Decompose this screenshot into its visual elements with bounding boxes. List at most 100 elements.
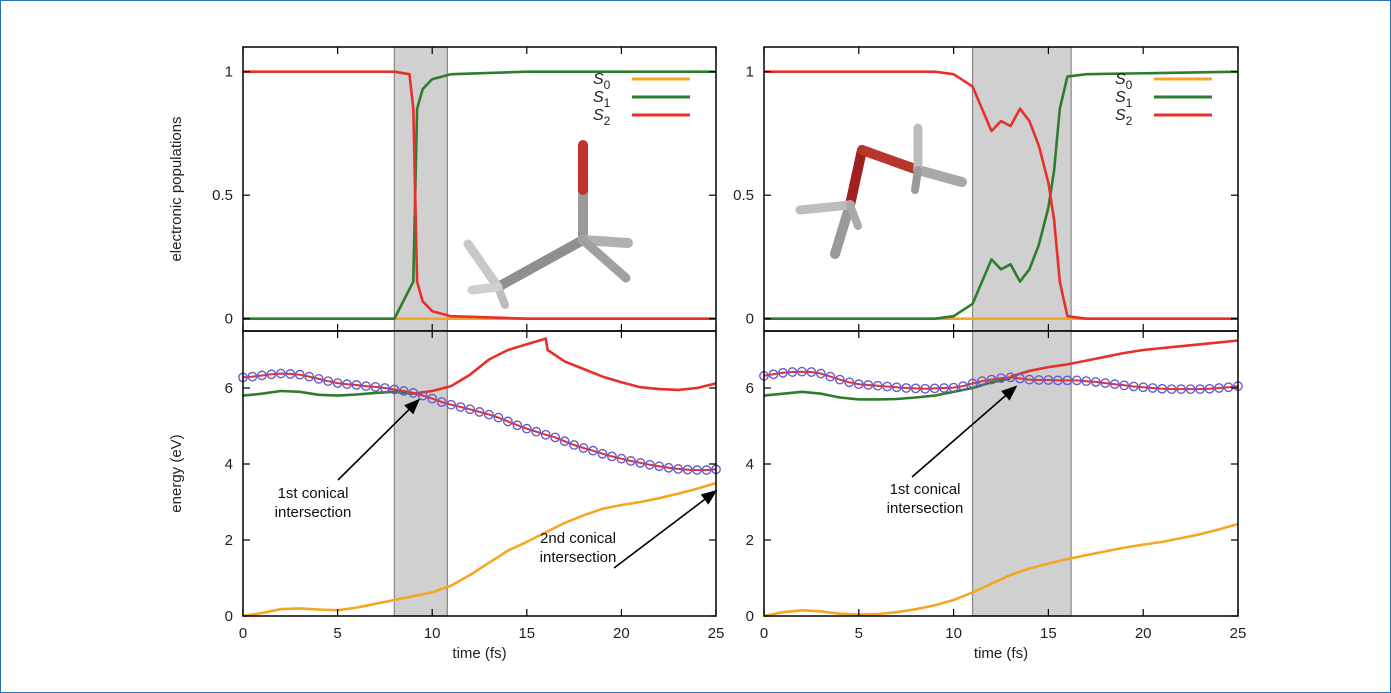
trajectory-point xyxy=(882,381,893,392)
trajectory-point xyxy=(701,465,712,475)
bond-stick xyxy=(845,145,867,210)
trajectory-point xyxy=(948,382,959,393)
bond-stick xyxy=(911,166,922,194)
trajectory-point xyxy=(351,380,362,390)
x-tick-label: 5 xyxy=(333,625,341,642)
y-tick-label: 2 xyxy=(746,532,754,549)
trajectory-point xyxy=(588,445,598,456)
trajectory-point xyxy=(692,465,702,475)
trajectory-point xyxy=(844,377,855,388)
trajectory-point xyxy=(1052,375,1063,386)
trajectory-point xyxy=(644,459,655,470)
bond-stick xyxy=(578,235,631,283)
y-tick-label: 1 xyxy=(225,64,233,81)
trajectory-point xyxy=(673,464,684,474)
y-tick-label: 2 xyxy=(225,532,233,549)
trajectory-point xyxy=(939,383,950,393)
panel-bottom-left: 0 2 4 6 0 5 10 15 20 25 energy (eV) time (fs) xyxy=(168,330,724,662)
trajectory-point xyxy=(540,429,551,440)
x-tick-label: 15 xyxy=(518,625,535,642)
series-S2-line xyxy=(413,337,717,395)
bond-stick xyxy=(857,145,923,175)
trajectory-point xyxy=(266,369,277,380)
bond-stick xyxy=(463,239,503,292)
trajectory-point xyxy=(455,402,466,412)
trajectory-point xyxy=(1195,384,1205,395)
x-tick-label: 20 xyxy=(613,625,630,642)
trajectory-point xyxy=(682,464,693,475)
trajectory-point xyxy=(313,373,324,384)
trajectory-point xyxy=(929,383,940,394)
trajectory-point xyxy=(247,371,258,382)
trajectory-point xyxy=(493,412,504,423)
series-S1-line xyxy=(243,70,716,321)
trajectory-point xyxy=(294,369,305,380)
trajectory-point xyxy=(891,382,902,393)
y-tick-label: 0.5 xyxy=(733,187,754,204)
series-S1-line xyxy=(764,70,1239,321)
trajectory-point xyxy=(1157,383,1168,394)
y-tick-label: 4 xyxy=(225,456,233,473)
trajectory-point xyxy=(654,461,665,472)
plot-frame xyxy=(242,330,717,617)
trajectory-point xyxy=(502,416,513,427)
panel-bottom-right: 0 2 4 6 0 5 10 15 20 25 time (fs) xyxy=(746,330,1247,662)
y-tick-label: 0 xyxy=(746,608,754,625)
trajectory-point xyxy=(285,369,296,379)
trajectory-point xyxy=(1081,376,1092,387)
trajectory-point xyxy=(304,371,315,382)
series-S2-line xyxy=(243,70,716,321)
series-S1-line xyxy=(763,377,1011,401)
y-tick-label: 0 xyxy=(746,311,754,328)
trajectory-point xyxy=(1034,375,1044,385)
trajectory-point xyxy=(398,386,409,396)
trajectory-point xyxy=(370,381,381,392)
x-tick-label: 0 xyxy=(760,625,768,642)
bond-stick xyxy=(830,200,855,259)
trajectory-point xyxy=(436,397,447,407)
bond-stick xyxy=(493,235,588,292)
trajectory-point xyxy=(958,381,968,391)
trajectory-point xyxy=(635,457,646,468)
molecule-left-picture xyxy=(463,140,633,309)
trajectory-point xyxy=(863,380,874,390)
series-S0-line xyxy=(763,522,1239,618)
shaded-interval xyxy=(971,46,1072,332)
trajectory-point xyxy=(977,376,987,387)
bond-stick xyxy=(913,165,967,187)
trajectory-point xyxy=(484,409,494,420)
bond-stick xyxy=(578,235,633,248)
trajectory-point xyxy=(901,383,912,393)
x-tick-label: 5 xyxy=(855,625,863,642)
annotation-text: 2nd conical intersection xyxy=(540,530,617,566)
trajectory-point xyxy=(986,374,997,385)
annotation-text: 1st conical intersection xyxy=(887,481,964,517)
trajectory-point xyxy=(1185,384,1196,395)
trajectory-point xyxy=(806,367,817,377)
trajectory-point xyxy=(550,432,561,443)
trajectory-point xyxy=(531,426,542,437)
trajectory-point xyxy=(1024,374,1035,385)
trajectory-point xyxy=(967,378,978,389)
y-tick-label: 1 xyxy=(746,64,754,81)
trajectory-point xyxy=(920,383,931,394)
legend-label-S2: S2 xyxy=(1115,107,1133,128)
series-S2-line xyxy=(1010,339,1239,378)
trajectory-point xyxy=(1147,383,1158,393)
series-trajectory-line xyxy=(242,372,717,472)
x-tick-label: 25 xyxy=(1230,625,1247,642)
series-S0-line xyxy=(242,481,717,618)
trajectory-point xyxy=(1100,378,1111,388)
trajectory-point xyxy=(1119,380,1130,391)
y-tick-label: 6 xyxy=(225,380,233,397)
trajectory-point xyxy=(1043,375,1054,385)
trajectory-point xyxy=(834,374,845,385)
trajectory-point xyxy=(379,383,390,393)
annotation-arrow xyxy=(613,489,718,569)
y-axis-label: energy (eV) xyxy=(168,434,185,512)
trajectory-point xyxy=(1166,384,1177,395)
legend-label-S2: S2 xyxy=(593,107,611,128)
shaded-interval xyxy=(393,330,448,617)
series-S2-line xyxy=(764,70,1238,321)
